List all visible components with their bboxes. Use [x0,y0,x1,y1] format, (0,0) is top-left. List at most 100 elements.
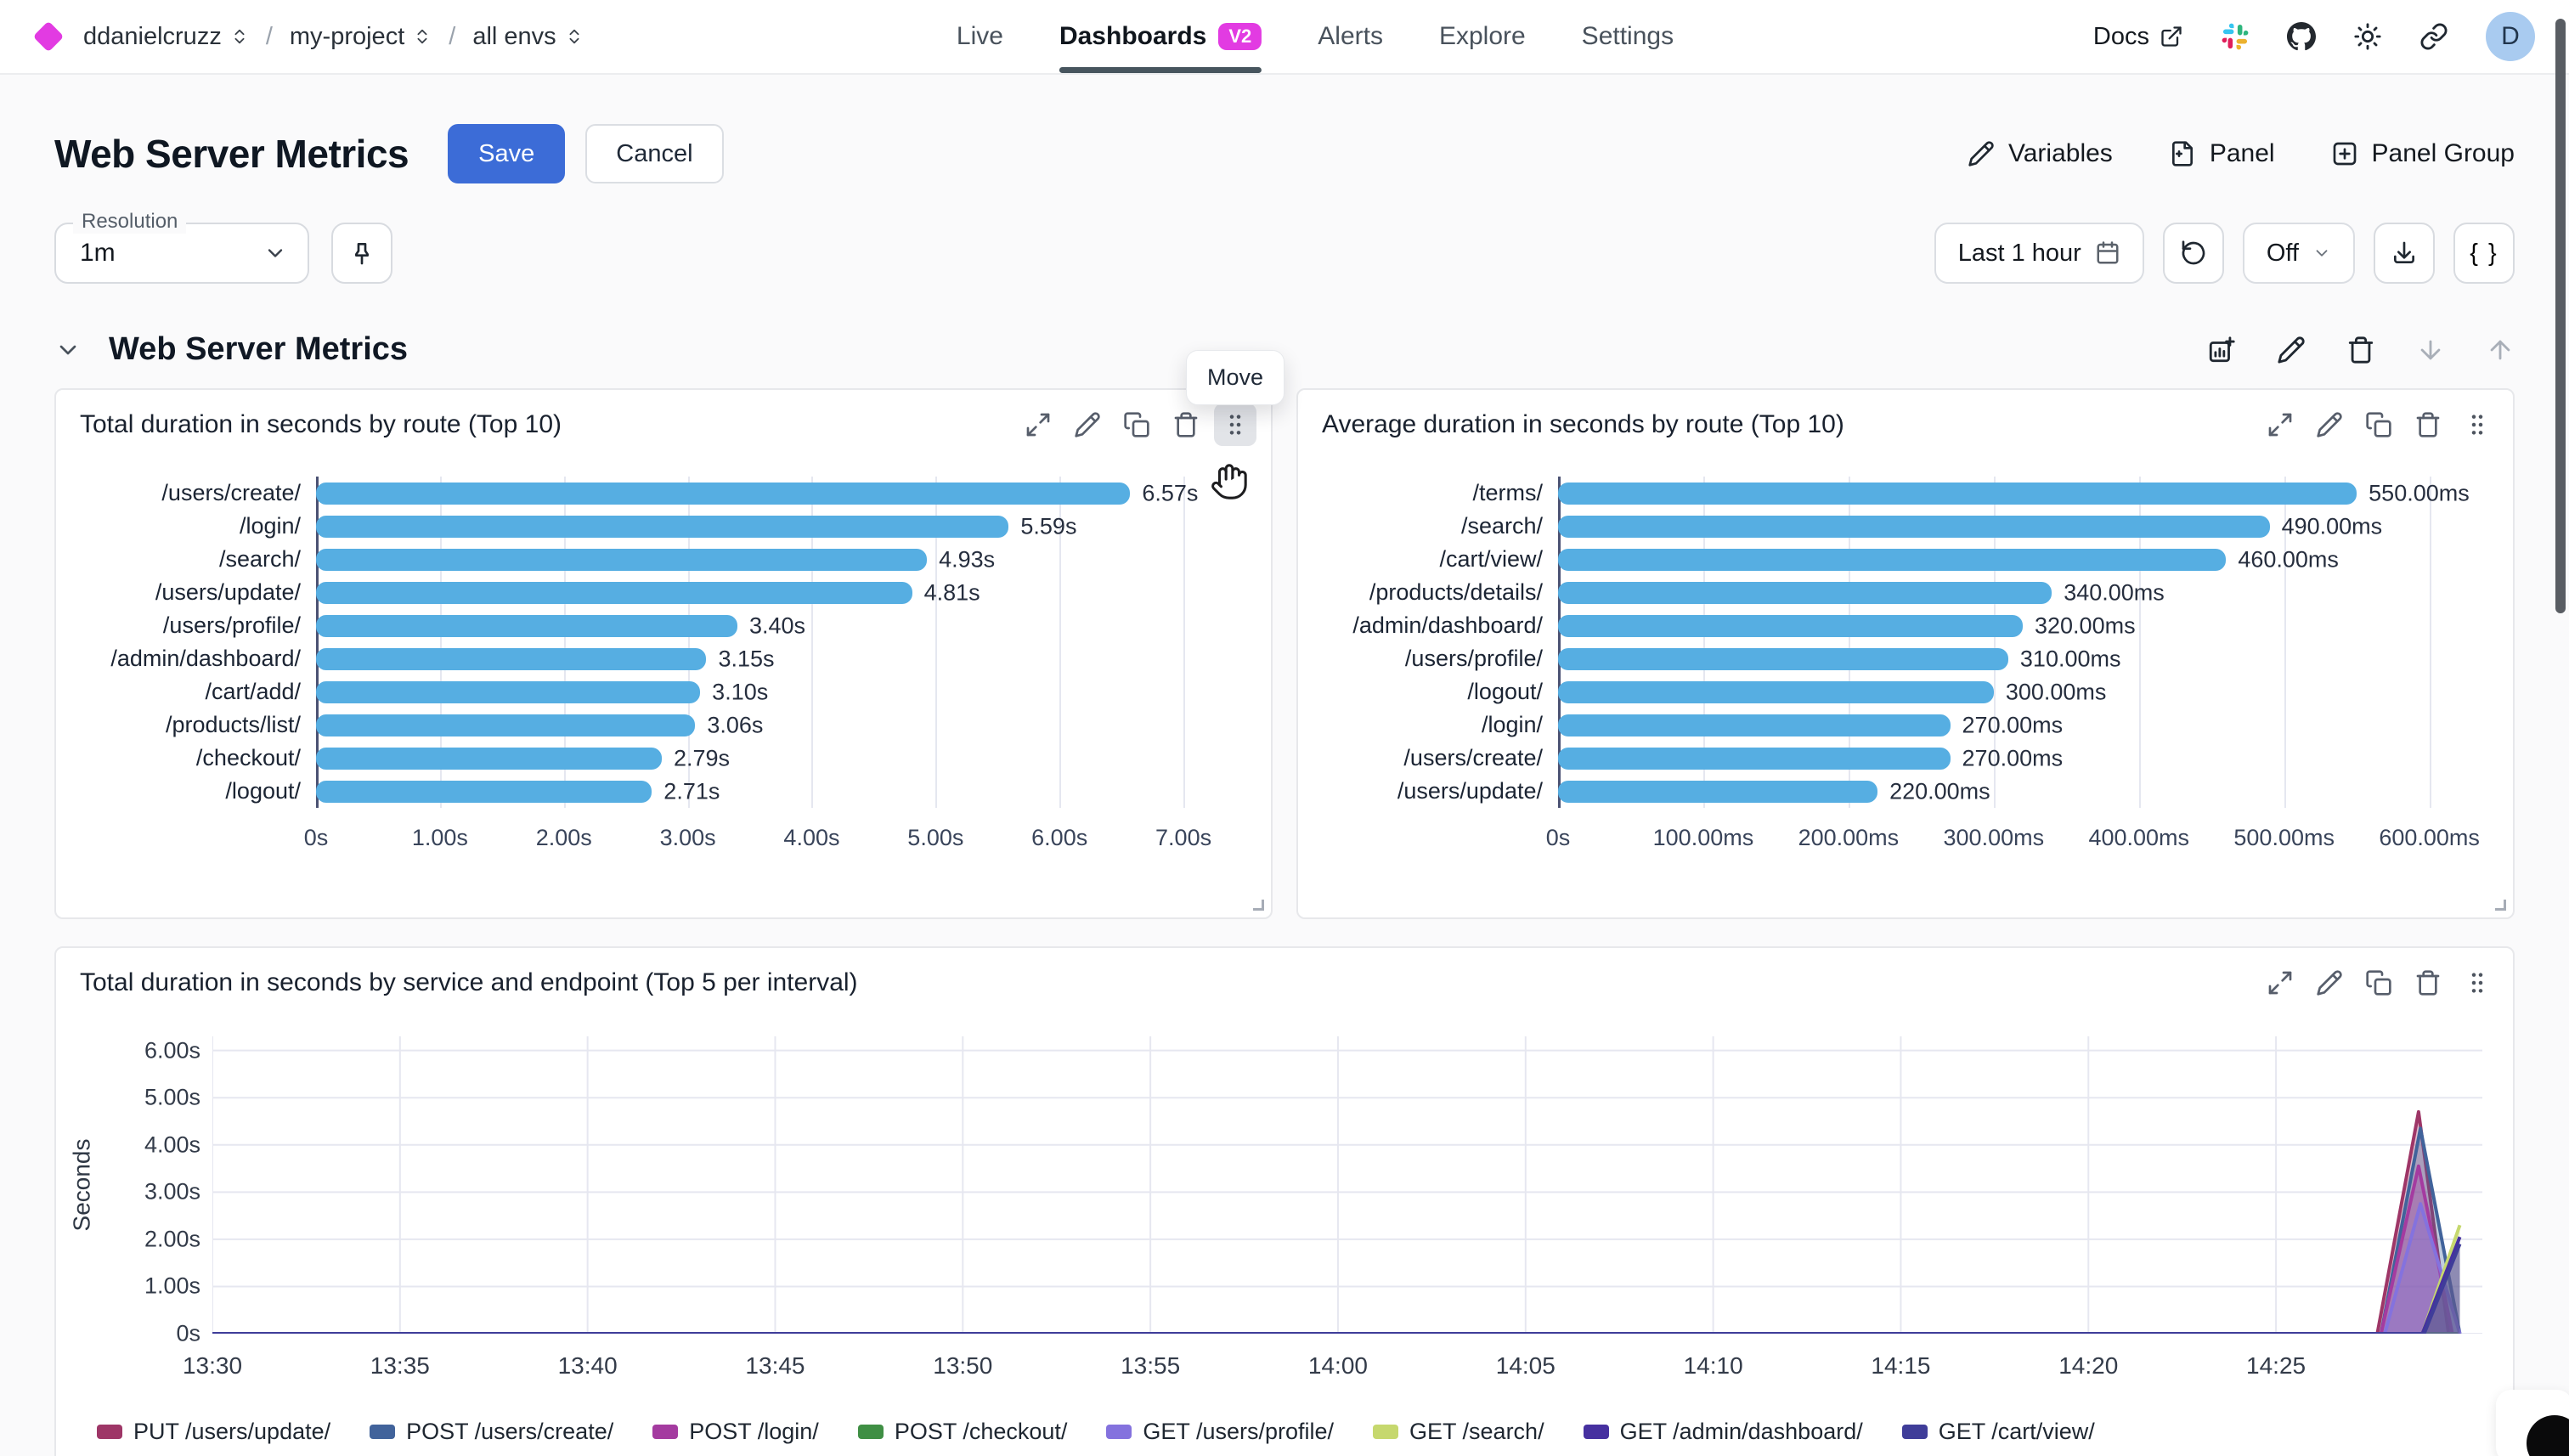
theme-toggle-button[interactable] [2353,22,2382,51]
collapse-section-button[interactable] [54,336,82,364]
variables-button[interactable]: Variables [1968,139,2113,168]
environment-switcher[interactable]: all envs [472,23,583,51]
legend-item[interactable]: POST /users/create/ [370,1419,613,1445]
hand-cursor-icon [1211,464,1247,499]
org-logo-icon [32,20,65,53]
chevrons-up-down-icon [234,29,245,44]
resize-handle[interactable] [2495,900,2506,911]
github-button[interactable] [2287,22,2316,51]
add-chart-button[interactable] [2207,336,2236,364]
delete-panel-button[interactable] [1172,411,1200,438]
edit-section-button[interactable] [2277,336,2306,364]
bar[interactable] [1558,780,1878,803]
time-range-picker[interactable]: Last 1 hour [1934,223,2144,284]
series-line[interactable] [212,1243,2462,1335]
bar[interactable] [316,647,707,670]
bar[interactable] [316,614,737,637]
resolution-select[interactable]: Resolution 1m [54,210,309,284]
delete-panel-button[interactable] [2414,411,2442,438]
page-scrollbar-thumb[interactable] [2555,19,2566,613]
bar[interactable] [316,680,701,703]
project-switcher[interactable]: my-project [290,23,432,51]
add-panel-button[interactable]: Panel [2169,139,2275,168]
series-line[interactable] [212,1126,2462,1335]
bar[interactable] [316,482,1131,505]
breadcrumb-environment: all envs [472,22,556,50]
duplicate-panel-button[interactable] [2365,969,2392,996]
bar[interactable] [1558,515,2270,538]
nav-tab-live[interactable]: Live [957,0,1003,73]
series-line[interactable] [212,1202,2462,1335]
user-avatar[interactable]: D [2486,12,2535,61]
org-switcher[interactable]: ddanielcruzz [83,23,249,51]
resize-handle[interactable] [1253,900,1264,911]
move-section-up-button[interactable] [2486,336,2515,364]
bar[interactable] [1558,747,1951,770]
nav-tab-dashboards[interactable]: Dashboards V2 [1059,0,1262,73]
bar[interactable] [316,515,1009,538]
bar[interactable] [316,548,928,571]
bar-value-label: 3.15s [718,646,775,671]
bar-value-label: 220.00ms [1889,778,1990,804]
expand-panel-button[interactable] [2267,969,2294,996]
legend-item[interactable]: GET /search/ [1373,1419,1544,1445]
bar[interactable] [1558,714,1951,736]
refresh-button[interactable] [2162,223,2224,284]
add-panel-group-button[interactable]: Panel Group [2331,139,2515,168]
edit-panel-button[interactable] [2316,969,2343,996]
bar[interactable] [316,581,912,604]
x-axis-tick-label: 3.00s [659,825,716,850]
delete-panel-button[interactable] [2414,969,2442,996]
bar[interactable] [1558,581,2052,604]
json-view-button[interactable]: { } [2453,223,2515,284]
expand-panel-button[interactable] [1025,411,1052,438]
delete-section-button[interactable] [2346,336,2375,364]
legend-item[interactable]: GET /admin/dashboard/ [1583,1419,1863,1445]
save-button[interactable]: Save [448,124,566,183]
move-section-down-button[interactable] [2416,336,2445,364]
nav-tab-alerts[interactable]: Alerts [1318,0,1383,73]
chevron-down-icon [59,345,76,354]
bar-chart-category-axis: /terms/ /search/ /cart/view/ /products/deta… [1303,477,1558,855]
share-link-button[interactable] [2419,22,2448,51]
legend-item[interactable]: POST /checkout/ [857,1419,1067,1445]
x-axis-tick-label: 1.00s [411,825,468,850]
duplicate-panel-button[interactable] [2365,411,2392,438]
legend-item[interactable]: PUT /users/update/ [97,1419,330,1445]
gridline [1059,477,1062,808]
download-button[interactable] [2374,223,2435,284]
legend-item[interactable]: POST /login/ [652,1419,819,1445]
gridline [2138,477,2141,808]
drag-panel-handle[interactable] [1214,404,1256,446]
edit-panel-button[interactable] [1074,411,1101,438]
bar[interactable] [316,780,652,803]
drag-panel-handle[interactable] [2464,411,2491,438]
series-line[interactable] [212,1236,2462,1335]
breadcrumb-project: my-project [289,22,405,50]
legend-item[interactable]: GET /cart/view/ [1901,1419,2095,1445]
expand-panel-button[interactable] [2267,411,2294,438]
bar[interactable] [1558,548,2227,571]
y-axis-tick-label: 3.00s [144,1178,200,1205]
bar[interactable] [1558,647,2008,670]
edit-panel-button[interactable] [2316,411,2343,438]
series-line[interactable] [212,1224,2462,1335]
bar[interactable] [1558,680,1994,703]
pin-resolution-button[interactable] [331,223,392,284]
bar[interactable] [316,714,696,736]
bar[interactable] [1558,614,2023,637]
nav-tab-explore[interactable]: Explore [1439,0,1526,73]
auto-refresh-select[interactable]: Off [2242,223,2355,284]
floating-bar-artifact [2450,1391,2472,1456]
legend-item[interactable]: GET /users/profile/ [1106,1419,1334,1445]
slack-button[interactable] [2221,22,2250,51]
bar-value-label: 3.10s [712,679,769,704]
bar[interactable] [1558,482,2357,505]
docs-link[interactable]: Docs [2093,23,2183,51]
nav-tab-settings[interactable]: Settings [1582,0,1674,73]
duplicate-panel-button[interactable] [1123,411,1150,438]
cancel-button[interactable]: Cancel [585,124,724,183]
bar[interactable] [316,747,662,770]
pencil-icon [1968,141,1994,166]
drag-panel-handle[interactable] [2464,969,2491,996]
